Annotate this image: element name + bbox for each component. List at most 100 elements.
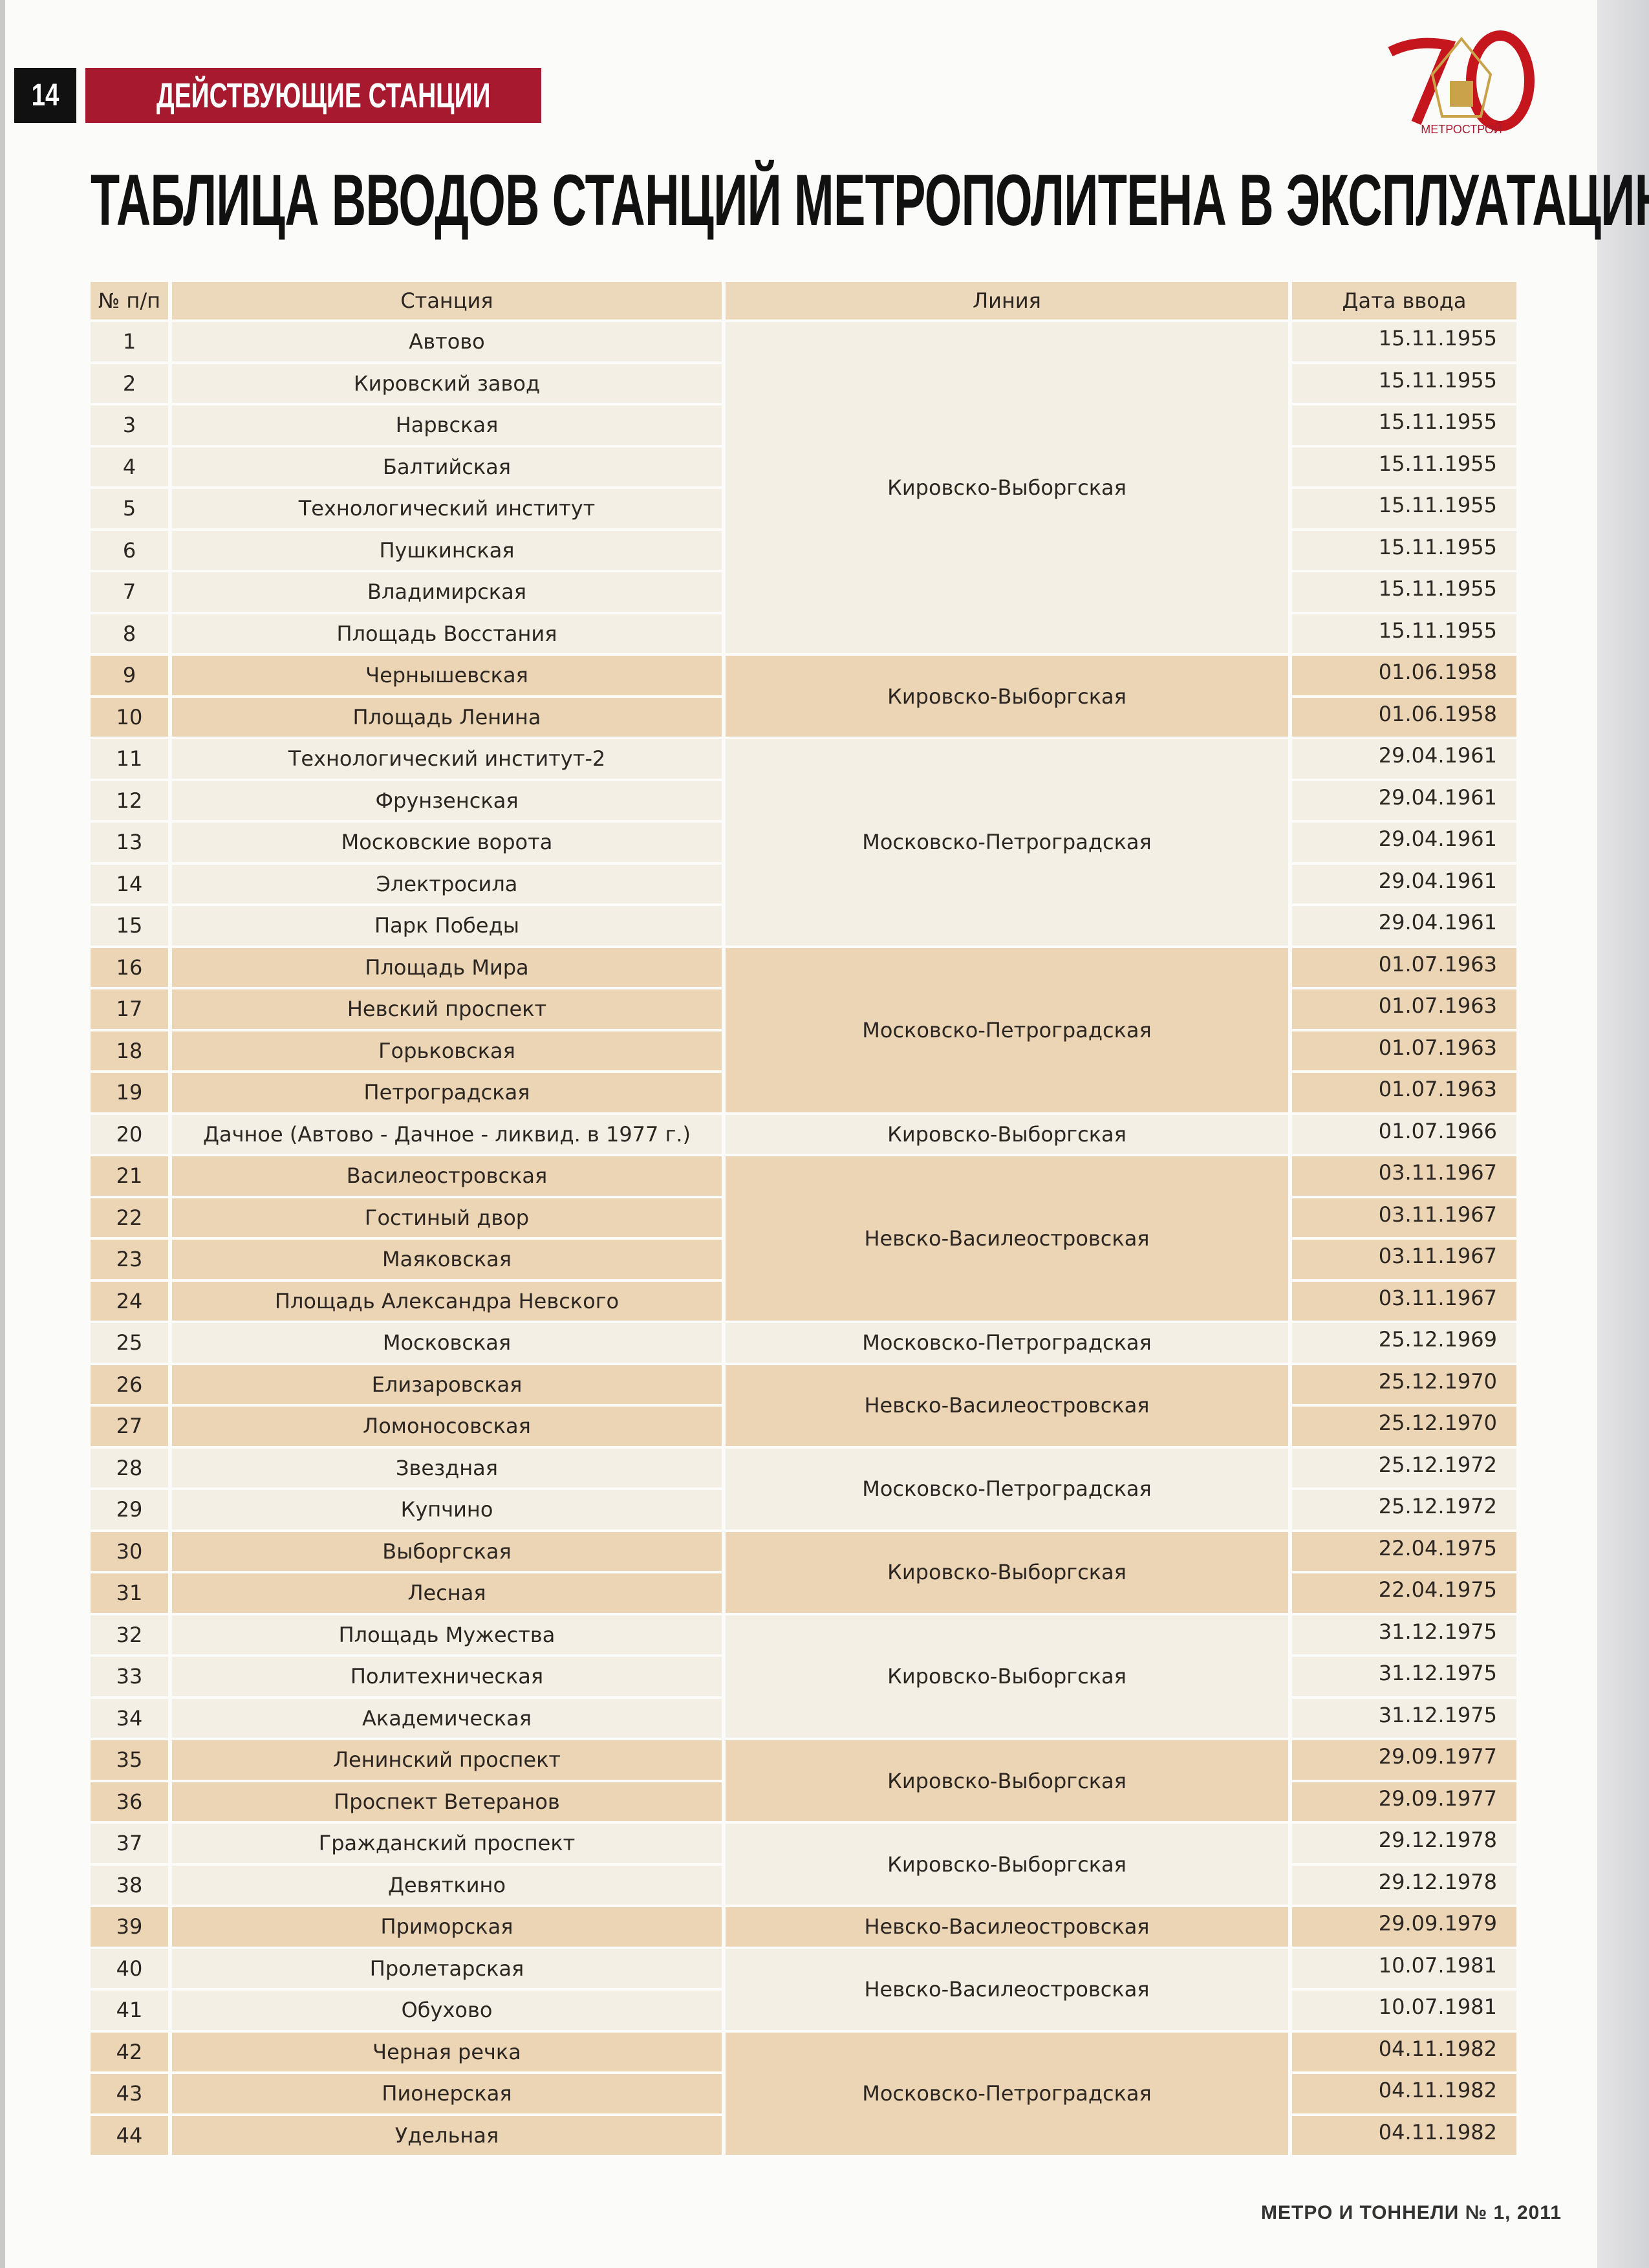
row-number: 43 — [91, 2074, 168, 2113]
station-name: Невский проспект — [172, 989, 722, 1029]
commission-date: 29.09.1977 — [1292, 1782, 1516, 1821]
table-row: 2 Кировский завод 15.11.1955 — [91, 363, 1516, 403]
row-number: 40 — [91, 1949, 168, 1988]
row-number: 28 — [91, 1448, 168, 1487]
table-row: 40 Пролетарская Невско-Василеостровская 10.… — [91, 1949, 1516, 2030]
page-gutter — [1597, 0, 1649, 2268]
line-name: Московско-Петроградская — [726, 739, 1288, 945]
commission-date: 25.12.1970 — [1292, 1365, 1516, 1404]
commission-date: 29.12.1978 — [1292, 1865, 1516, 1905]
column-header-station: Станция — [172, 282, 722, 319]
commission-date: 29.09.1977 — [1292, 1740, 1516, 1780]
page-title: ТАБЛИЦА ВВОДОВ СТАНЦИЙ МЕТРОПОЛИТЕНА В Э… — [91, 160, 1649, 241]
table-row: 23 Маяковская 03.11.1967 — [91, 1240, 1516, 1279]
row-number: 41 — [91, 1991, 168, 2030]
station-name: Балтийская — [172, 447, 722, 486]
metrostroy-70-logo: МЕТРОСТРОЙ — [1388, 30, 1535, 136]
station-name: Василеостровская — [172, 1156, 722, 1196]
table-row: 9 Чернышевская Кировско-Выборгская 01.06.19… — [91, 656, 1516, 737]
table-row: 28 Звездная Московско-Петроградская 25.12.1… — [91, 1448, 1516, 1529]
row-number: 19 — [91, 1073, 168, 1112]
row-number: 11 — [91, 739, 168, 779]
footer-publication: МЕТРО И ТОННЕЛИ № 1, 2011 — [1261, 2202, 1562, 2223]
table-row: 22 Гостиный двор 03.11.1967 — [91, 1198, 1516, 1237]
table-row: 34 Академическая 31.12.1975 — [91, 1698, 1516, 1738]
row-number: 4 — [91, 447, 168, 486]
commission-date: 15.11.1955 — [1292, 572, 1516, 612]
table-row: 15 Парк Победы 29.04.1961 — [91, 906, 1516, 945]
row-number: 35 — [91, 1740, 168, 1780]
commission-date: 15.11.1955 — [1292, 363, 1516, 403]
stations-table: № п/п Станция Линия Дата ввода 1 Автово Ки… — [87, 279, 1520, 2157]
table-row: 11 Технологический институт-2 Московско-Пе… — [91, 739, 1516, 945]
row-number: 37 — [91, 1824, 168, 1863]
commission-date: 03.11.1967 — [1292, 1281, 1516, 1321]
row-number: 16 — [91, 947, 168, 987]
row-number: 8 — [91, 614, 168, 653]
station-name: Выборгская — [172, 1531, 722, 1571]
row-number: 17 — [91, 989, 168, 1029]
station-name: Площадь Мужества — [172, 1615, 722, 1654]
row-number: 30 — [91, 1531, 168, 1571]
station-name: Купчино — [172, 1490, 722, 1529]
commission-date: 29.04.1961 — [1292, 906, 1516, 945]
table-row: 12 Фрунзенская 29.04.1961 — [91, 781, 1516, 820]
station-name: Технологический институт — [172, 489, 722, 528]
row-number: 9 — [91, 656, 168, 695]
station-name: Пионерская — [172, 2074, 722, 2113]
line-name: Кировско-Выборгская — [726, 1531, 1288, 1613]
commission-date: 04.11.1982 — [1292, 2074, 1516, 2113]
page-number: 14 — [14, 68, 76, 123]
commission-date: 22.04.1975 — [1292, 1531, 1516, 1571]
row-number: 21 — [91, 1156, 168, 1196]
line-name: Московско-Петроградская — [726, 947, 1288, 1112]
row-number: 2 — [91, 363, 168, 403]
table-row: 10 Площадь Ленина 01.06.1958 — [91, 697, 1516, 737]
commission-date: 15.11.1955 — [1292, 489, 1516, 528]
table-row: 33 Политехническая 31.12.1975 — [91, 1657, 1516, 1696]
station-name: Электросила — [172, 864, 722, 903]
station-name: Площадь Восстания — [172, 614, 722, 653]
table-row: 21 Василеостровская Невско-Василеостровска… — [91, 1156, 1516, 1321]
column-header-number: № п/п — [91, 282, 168, 319]
station-name: Политехническая — [172, 1657, 722, 1696]
commission-date: 22.04.1975 — [1292, 1573, 1516, 1613]
commission-date: 29.04.1961 — [1292, 739, 1516, 779]
commission-date: 03.11.1967 — [1292, 1156, 1516, 1196]
commission-date: 04.11.1982 — [1292, 2032, 1516, 2071]
table-row: 6 Пушкинская 15.11.1955 — [91, 530, 1516, 570]
commission-date: 15.11.1955 — [1292, 614, 1516, 653]
commission-date: 29.04.1961 — [1292, 823, 1516, 862]
row-number: 26 — [91, 1365, 168, 1404]
row-number: 12 — [91, 781, 168, 820]
commission-date: 15.11.1955 — [1292, 322, 1516, 362]
commission-date: 29.12.1978 — [1292, 1824, 1516, 1863]
row-number: 29 — [91, 1490, 168, 1529]
table-row: 1 Автово Кировско-Выборгская 15.11.1955 — [91, 322, 1516, 653]
station-name: Автово — [172, 322, 722, 362]
row-number: 31 — [91, 1573, 168, 1613]
commission-date: 29.04.1961 — [1292, 781, 1516, 820]
table-row: 14 Электросила 29.04.1961 — [91, 864, 1516, 903]
row-number: 15 — [91, 906, 168, 945]
commission-date: 03.11.1967 — [1292, 1240, 1516, 1279]
station-name: Проспект Ветеранов — [172, 1782, 722, 1821]
table-row: 36 Проспект Ветеранов 29.09.1977 — [91, 1782, 1516, 1821]
table-row: 35 Ленинский проспект Кировско-Выборгская 2… — [91, 1740, 1516, 1821]
table-row: 37 Гражданский проспект Кировско-Выборгска… — [91, 1824, 1516, 1905]
station-name: Московские ворота — [172, 823, 722, 862]
commission-date: 29.09.1979 — [1292, 1907, 1516, 1947]
commission-date: 01.07.1966 — [1292, 1114, 1516, 1154]
station-name: Парк Победы — [172, 906, 722, 945]
row-number: 20 — [91, 1114, 168, 1154]
line-name: Кировско-Выборгская — [726, 322, 1288, 653]
row-number: 5 — [91, 489, 168, 528]
table-row: 16 Площадь Мира Московско-Петроградская 01.… — [91, 947, 1516, 1112]
table-row: 32 Площадь Мужества Кировско-Выборгская 31.… — [91, 1615, 1516, 1738]
station-name: Приморская — [172, 1907, 722, 1947]
station-name: Дачное (Автово - Дачное - ликвид. в 1977… — [172, 1114, 722, 1154]
row-number: 25 — [91, 1323, 168, 1363]
station-name: Ленинский проспект — [172, 1740, 722, 1780]
row-number: 13 — [91, 823, 168, 862]
row-number: 3 — [91, 405, 168, 445]
